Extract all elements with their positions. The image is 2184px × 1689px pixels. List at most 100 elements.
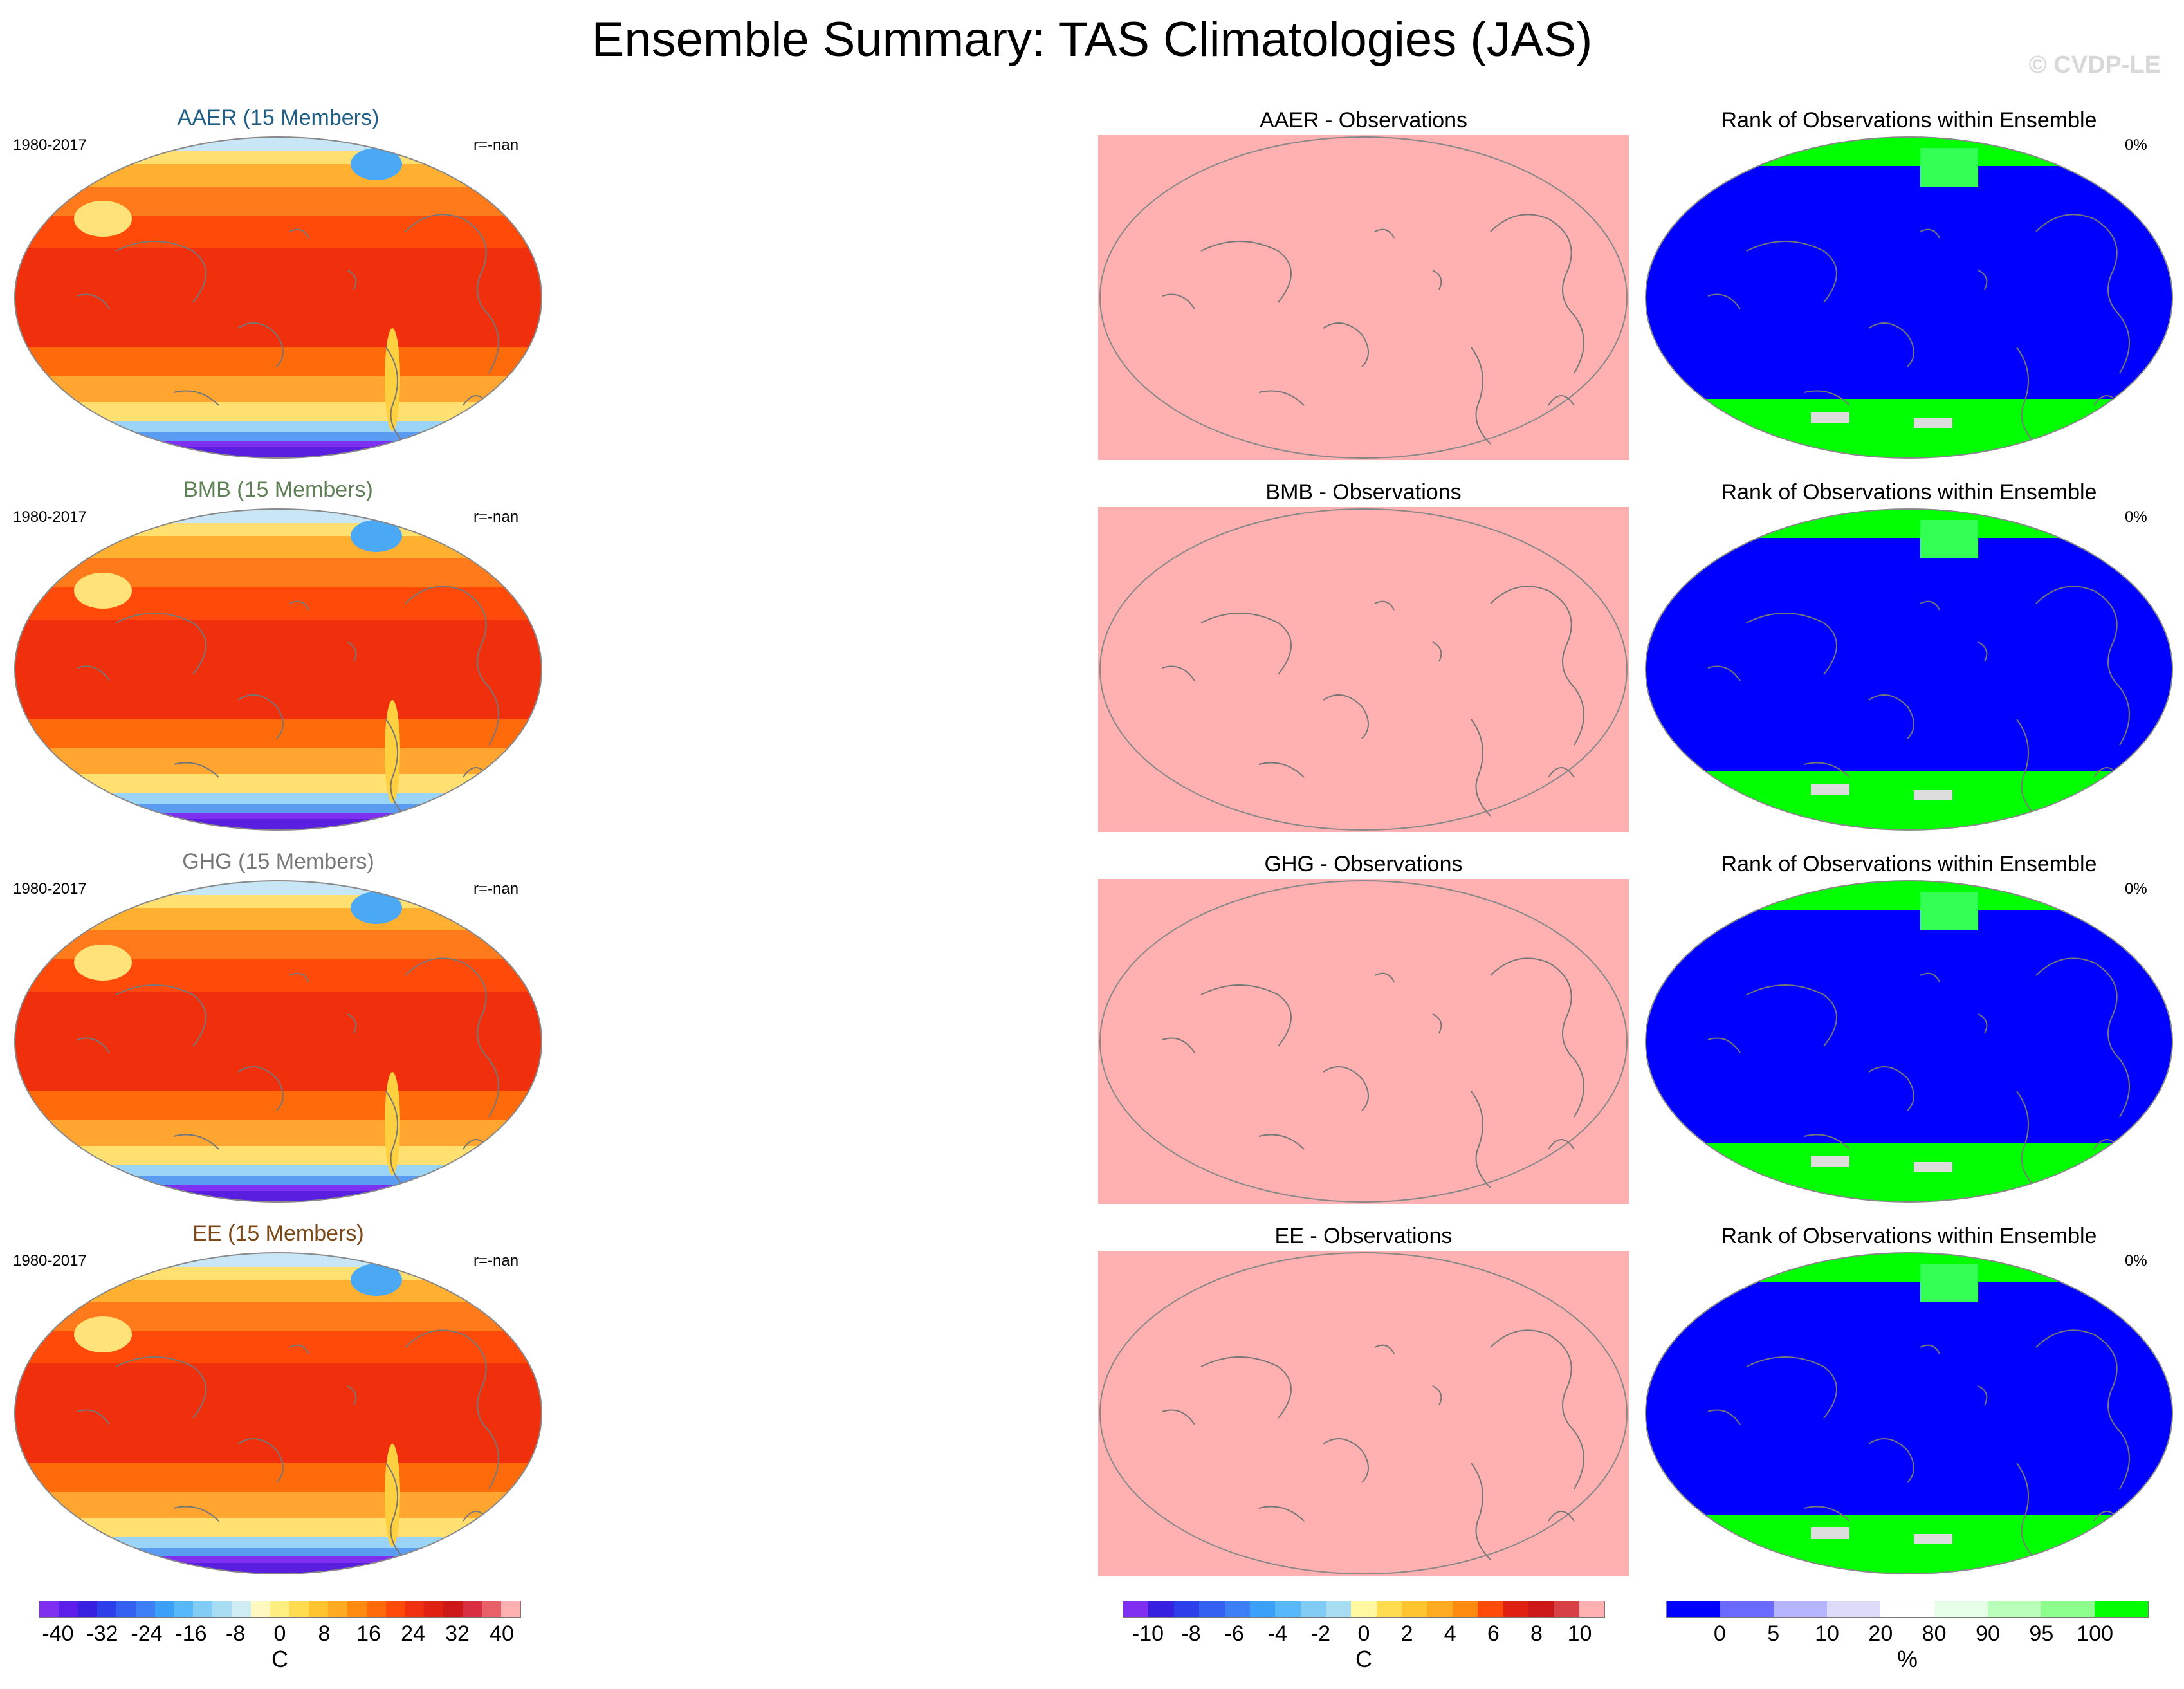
tas-colorbar-tick-label: 32 [445,1621,470,1646]
tas-colorbar-swatch [308,1601,328,1617]
diff-colorbar-tick-label: -8 [1181,1621,1201,1646]
obs-difference-title: BMB - Observations [1265,480,1462,504]
diff-colorbar-tick-label: -6 [1224,1621,1244,1646]
rank-colorbar-tick-label: 10 [1815,1621,1839,1646]
rank-colorbar-swatch [1827,1601,1881,1617]
rank-percent-label: 0% [2125,1252,2147,1269]
ensemble-map-title: AAER (15 Members) [177,106,380,130]
tas-colorbar-tick-label: -40 [42,1621,74,1646]
diff-colorbar-tick-label: 2 [1400,1621,1413,1646]
rank-colorbar-swatch [1720,1601,1774,1617]
rank-colorbar-tick-label: 5 [1767,1621,1780,1646]
diff-colorbar-swatch [1478,1601,1503,1617]
diff-colorbar-swatch [1275,1601,1301,1617]
rank-colorbar-tick-label: 20 [1868,1621,1893,1646]
rank-map-title: Rank of Observations within Ensemble [1721,108,2097,133]
rank-percent-label: 0% [2125,880,2147,898]
correlation-label: r=-nan [473,1252,519,1269]
tas-colorbar-swatch [135,1601,155,1617]
rank-percent-label: 0% [2125,508,2147,526]
diff-colorbar-swatch [1427,1601,1453,1617]
tas-colorbar-tick-label: -24 [131,1621,163,1646]
period-label: 1980-2017 [13,136,87,154]
ensemble-map-title: BMB (15 Members) [183,477,373,502]
rank-colorbar-swatch [1880,1601,1934,1617]
tas-colorbar-tick-label: -8 [225,1621,246,1646]
diff-colorbar-unit: C [1355,1646,1372,1672]
tas-colorbar [39,1601,521,1618]
diff-colorbar-swatch [1554,1601,1579,1617]
rank-colorbar-swatch [2041,1601,2095,1617]
rank-colorbar-tick-label: 80 [1922,1621,1947,1646]
rank-colorbar-tick-label: 95 [2029,1621,2054,1646]
diff-colorbar-tick-label: -2 [1310,1621,1331,1646]
diff-colorbar-tick-label: -4 [1267,1621,1287,1646]
rank-colorbar-swatch [1667,1601,1721,1617]
correlation-label: r=-nan [473,880,519,898]
diff-colorbar-swatch [1199,1601,1225,1617]
period-label: 1980-2017 [13,880,87,898]
rank-colorbar-swatch [2094,1601,2148,1617]
tas-colorbar-tick-label: -16 [175,1621,207,1646]
rank-colorbar-tick-label: 90 [1976,1621,2000,1646]
watermark: © CVDP-LE [2028,51,2161,78]
tas-colorbar-swatch [39,1601,59,1617]
tas-colorbar-swatch [251,1601,271,1617]
obs-difference-map [1098,1251,1629,1576]
tas-colorbar-swatch [347,1601,367,1617]
tas-colorbar-swatch [443,1601,463,1617]
tas-colorbar-swatch [501,1601,521,1617]
rank-map-title: Rank of Observations within Ensemble [1721,852,2097,876]
rank-colorbar-swatch [1774,1601,1828,1617]
tas-colorbar-swatch [289,1601,309,1617]
tas-colorbar-swatch [405,1601,425,1617]
rank-map [1644,879,2174,1204]
diff-colorbar-tick-label: 0 [1357,1621,1370,1646]
tas-colorbar-swatch [212,1601,232,1617]
diff-colorbar-tick-label: 10 [1567,1621,1592,1646]
tas-colorbar-tick-label: 16 [356,1621,381,1646]
rank-map-title: Rank of Observations within Ensemble [1721,480,2097,504]
tas-colorbar-swatch [193,1601,213,1617]
rank-colorbar-swatch [1934,1601,1988,1617]
rank-map [1644,135,2174,460]
rank-percent-label: 0% [2125,136,2147,154]
rank-map [1644,1251,2174,1576]
tas-colorbar-tick-label: 8 [318,1621,331,1646]
period-label: 1980-2017 [13,508,87,526]
diff-colorbar-tick-label: 6 [1487,1621,1500,1646]
diff-colorbar-swatch [1528,1601,1554,1617]
diff-colorbar-swatch [1579,1601,1605,1617]
correlation-label: r=-nan [473,136,519,154]
rank-colorbar [1666,1601,2149,1618]
obs-difference-title: GHG - Observations [1264,852,1463,876]
rank-map-title: Rank of Observations within Ensemble [1721,1224,2097,1248]
diff-colorbar-swatch [1376,1601,1402,1617]
tas-colorbar-swatch [116,1601,136,1617]
diff-colorbar-swatch [1402,1601,1427,1617]
ensemble-tas-map [13,879,544,1204]
diff-colorbar-swatch [1249,1601,1276,1617]
correlation-label: r=-nan [473,508,519,526]
diff-colorbar [1123,1601,1605,1618]
rank-colorbar-tick-label: 0 [1713,1621,1726,1646]
tas-colorbar-swatch [366,1601,386,1617]
obs-difference-map [1098,135,1629,460]
ensemble-tas-map [13,135,544,460]
tas-colorbar-swatch [58,1601,78,1617]
tas-colorbar-swatch [174,1601,194,1617]
tas-colorbar-tick-label: 24 [401,1621,425,1646]
tas-colorbar-swatch [77,1601,97,1617]
diff-colorbar-swatch [1503,1601,1528,1617]
rank-colorbar-unit: % [1896,1646,1918,1672]
ensemble-map-title: GHG (15 Members) [182,849,374,874]
ensemble-map-title: EE (15 Members) [192,1221,364,1246]
tas-colorbar-swatch [232,1601,252,1617]
obs-difference-map [1098,507,1629,832]
obs-difference-map [1098,879,1629,1204]
diff-colorbar-swatch [1452,1601,1478,1617]
tas-colorbar-swatch [154,1601,174,1617]
diff-colorbar-tick-label: -10 [1132,1621,1164,1646]
rank-map [1644,507,2174,832]
tas-colorbar-swatch [327,1601,347,1617]
